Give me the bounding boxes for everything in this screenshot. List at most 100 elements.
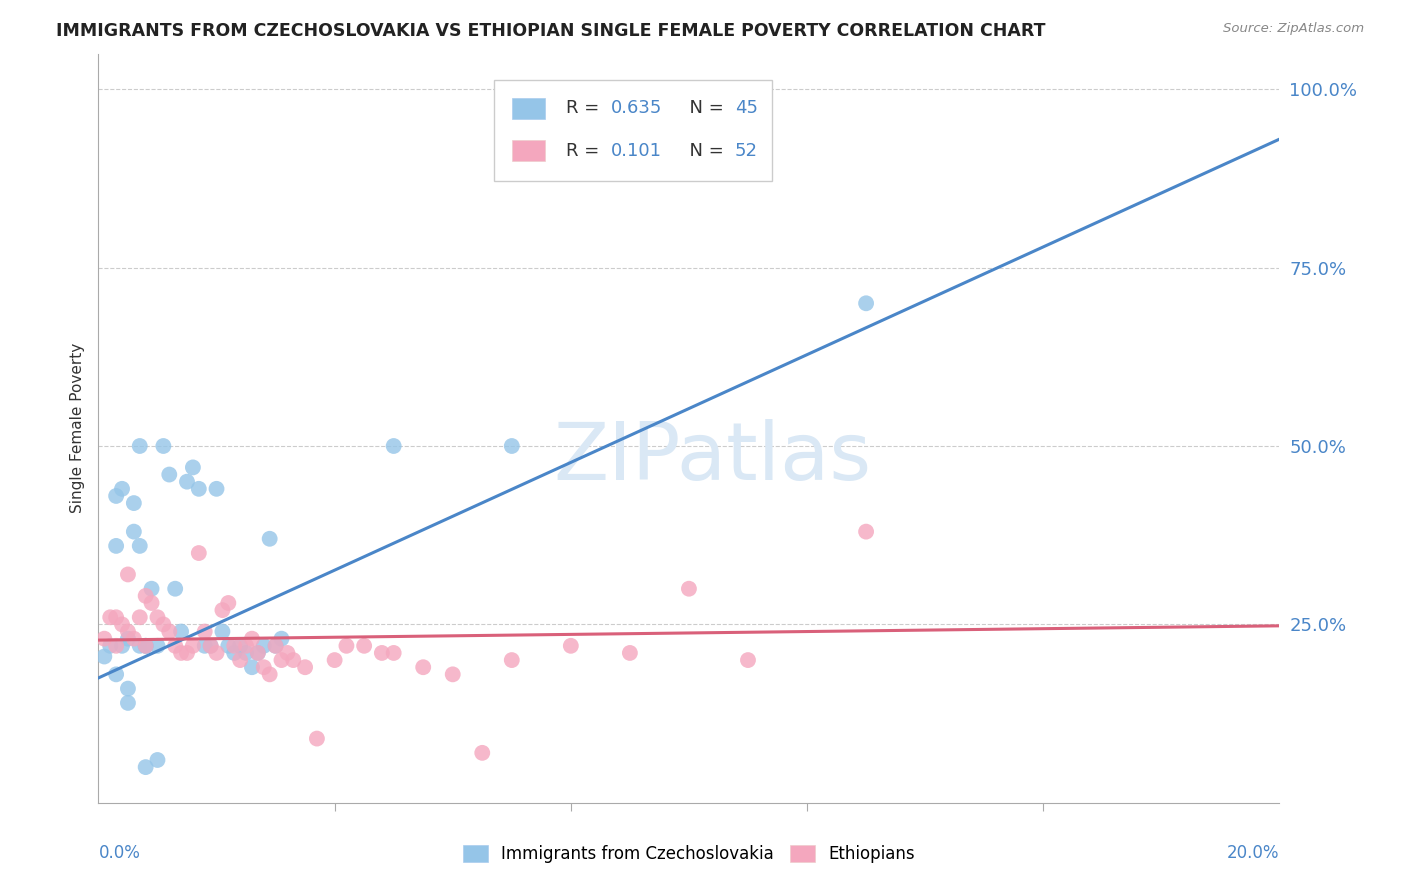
Point	[135, 760, 157, 774]
Point	[276, 646, 298, 660]
Point	[353, 639, 375, 653]
Point	[224, 646, 246, 660]
Point	[98, 610, 121, 624]
Point	[305, 731, 328, 746]
Point	[501, 439, 523, 453]
Point	[217, 596, 239, 610]
Point	[205, 646, 228, 660]
Y-axis label: Single Female Poverty: Single Female Poverty	[69, 343, 84, 513]
Point	[211, 603, 233, 617]
Text: 0.635: 0.635	[612, 99, 662, 117]
Text: R =: R =	[567, 99, 605, 117]
Point	[253, 639, 276, 653]
Point	[146, 610, 169, 624]
Point	[122, 632, 145, 646]
Point	[187, 546, 209, 560]
Point	[335, 639, 357, 653]
Point	[211, 624, 233, 639]
Point	[105, 639, 128, 653]
Point	[560, 639, 582, 653]
Point	[382, 439, 405, 453]
Point	[246, 646, 269, 660]
Text: 20.0%: 20.0%	[1227, 844, 1279, 862]
Point	[855, 524, 877, 539]
Point	[441, 667, 464, 681]
Point	[194, 639, 217, 653]
Point	[141, 582, 163, 596]
Point	[128, 539, 150, 553]
Point	[229, 653, 252, 667]
Point	[371, 646, 394, 660]
FancyBboxPatch shape	[494, 79, 772, 181]
Point	[117, 567, 139, 582]
Point	[678, 582, 700, 596]
Point	[264, 639, 287, 653]
Point	[382, 646, 405, 660]
Point	[194, 624, 217, 639]
Point	[737, 653, 759, 667]
Text: IMMIGRANTS FROM CZECHOSLOVAKIA VS ETHIOPIAN SINGLE FEMALE POVERTY CORRELATION CH: IMMIGRANTS FROM CZECHOSLOVAKIA VS ETHIOP…	[56, 22, 1046, 40]
Point	[117, 681, 139, 696]
Point	[122, 496, 145, 510]
Point	[217, 639, 239, 653]
Point	[176, 646, 198, 660]
Legend: Immigrants from Czechoslovakia, Ethiopians: Immigrants from Czechoslovakia, Ethiopia…	[456, 838, 922, 870]
Point	[105, 667, 128, 681]
Point	[181, 460, 204, 475]
Point	[128, 610, 150, 624]
Point	[157, 624, 180, 639]
Point	[111, 639, 134, 653]
Point	[259, 532, 281, 546]
Text: Source: ZipAtlas.com: Source: ZipAtlas.com	[1223, 22, 1364, 36]
Point	[117, 696, 139, 710]
Point	[283, 653, 305, 667]
Point	[412, 660, 434, 674]
Point	[117, 624, 139, 639]
Point	[259, 667, 281, 681]
Text: R =: R =	[567, 142, 605, 160]
Point	[93, 649, 115, 664]
Point	[270, 653, 292, 667]
Text: 0.101: 0.101	[612, 142, 662, 160]
Point	[135, 639, 157, 653]
Point	[270, 632, 292, 646]
Point	[111, 617, 134, 632]
Point	[152, 439, 174, 453]
Text: 0.0%: 0.0%	[98, 844, 141, 862]
Point	[294, 660, 316, 674]
Point	[105, 610, 128, 624]
Text: 52: 52	[735, 142, 758, 160]
Text: 45: 45	[735, 99, 758, 117]
Point	[240, 660, 263, 674]
Point	[200, 639, 222, 653]
Point	[170, 646, 193, 660]
Point	[229, 639, 252, 653]
Point	[181, 639, 204, 653]
Point	[246, 646, 269, 660]
Point	[122, 524, 145, 539]
Point	[128, 639, 150, 653]
Point	[501, 653, 523, 667]
Point	[128, 439, 150, 453]
Point	[135, 589, 157, 603]
Point	[152, 617, 174, 632]
Point	[176, 475, 198, 489]
Point	[117, 632, 139, 646]
Bar	[512, 140, 546, 161]
Point	[98, 639, 121, 653]
Point	[105, 539, 128, 553]
Point	[471, 746, 494, 760]
Point	[855, 296, 877, 310]
Point	[111, 482, 134, 496]
Point	[323, 653, 346, 667]
Point	[146, 639, 169, 653]
Point	[264, 639, 287, 653]
Point	[105, 489, 128, 503]
Point	[619, 646, 641, 660]
Text: N =: N =	[678, 142, 730, 160]
Point	[187, 482, 209, 496]
Point	[240, 632, 263, 646]
Point	[165, 639, 187, 653]
Point	[235, 639, 257, 653]
Point	[93, 632, 115, 646]
